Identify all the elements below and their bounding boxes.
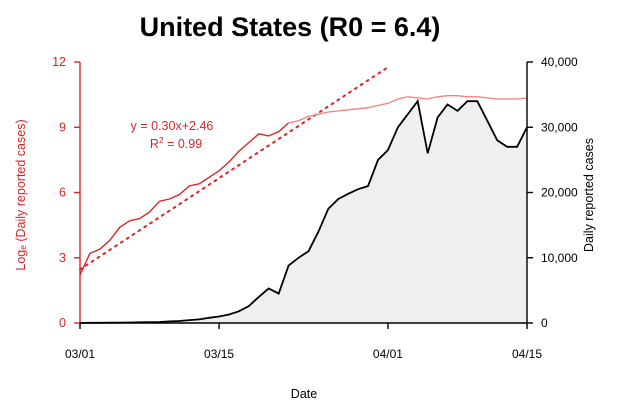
- right-y-axis-label: Daily reported cases: [582, 138, 596, 252]
- cases-area-fill: [80, 101, 527, 323]
- cases-line: [79, 99, 528, 324]
- regression-fit-line: [79, 66, 389, 271]
- left-tick-label: 0: [59, 316, 66, 330]
- x-tick-label: 03/01: [65, 347, 95, 361]
- left-tick-label: 3: [59, 251, 66, 265]
- chart-title: United States (R0 = 6.4): [140, 12, 441, 42]
- left-tick-label: 9: [59, 120, 66, 134]
- regression-equation: y = 0.30x+2.46: [131, 119, 214, 133]
- x-tick-label: 03/15: [204, 347, 234, 361]
- left-y-axis-label: Logₑ (Daily reported cases): [14, 119, 28, 270]
- left-y-axis: 0 3 6 9 12: [52, 55, 81, 330]
- left-tick-label: 12: [52, 55, 66, 69]
- right-tick-label: 20,000: [541, 186, 578, 200]
- x-axis: 03/01 03/15 04/01 04/15: [65, 322, 542, 361]
- x-tick-label: 04/01: [373, 347, 403, 361]
- plot-area: [79, 66, 528, 324]
- right-tick-label: 40,000: [541, 55, 578, 69]
- right-tick-label: 0: [541, 316, 548, 330]
- log-cases-smoothed-line: [288, 95, 528, 124]
- right-tick-label: 10,000: [541, 251, 578, 265]
- x-axis-label: Date: [291, 387, 317, 401]
- log-cases-line: [79, 122, 290, 276]
- left-tick-label: 6: [59, 186, 66, 200]
- right-tick-label: 30,000: [541, 120, 578, 134]
- right-y-axis: 0 10,000 20,000 30,000 40,000: [526, 55, 578, 330]
- r-squared-label: R2 = 0.99: [150, 135, 202, 151]
- regression-annotation: y = 0.30x+2.46 R2 = 0.99: [131, 119, 214, 151]
- x-tick-label: 04/15: [512, 347, 542, 361]
